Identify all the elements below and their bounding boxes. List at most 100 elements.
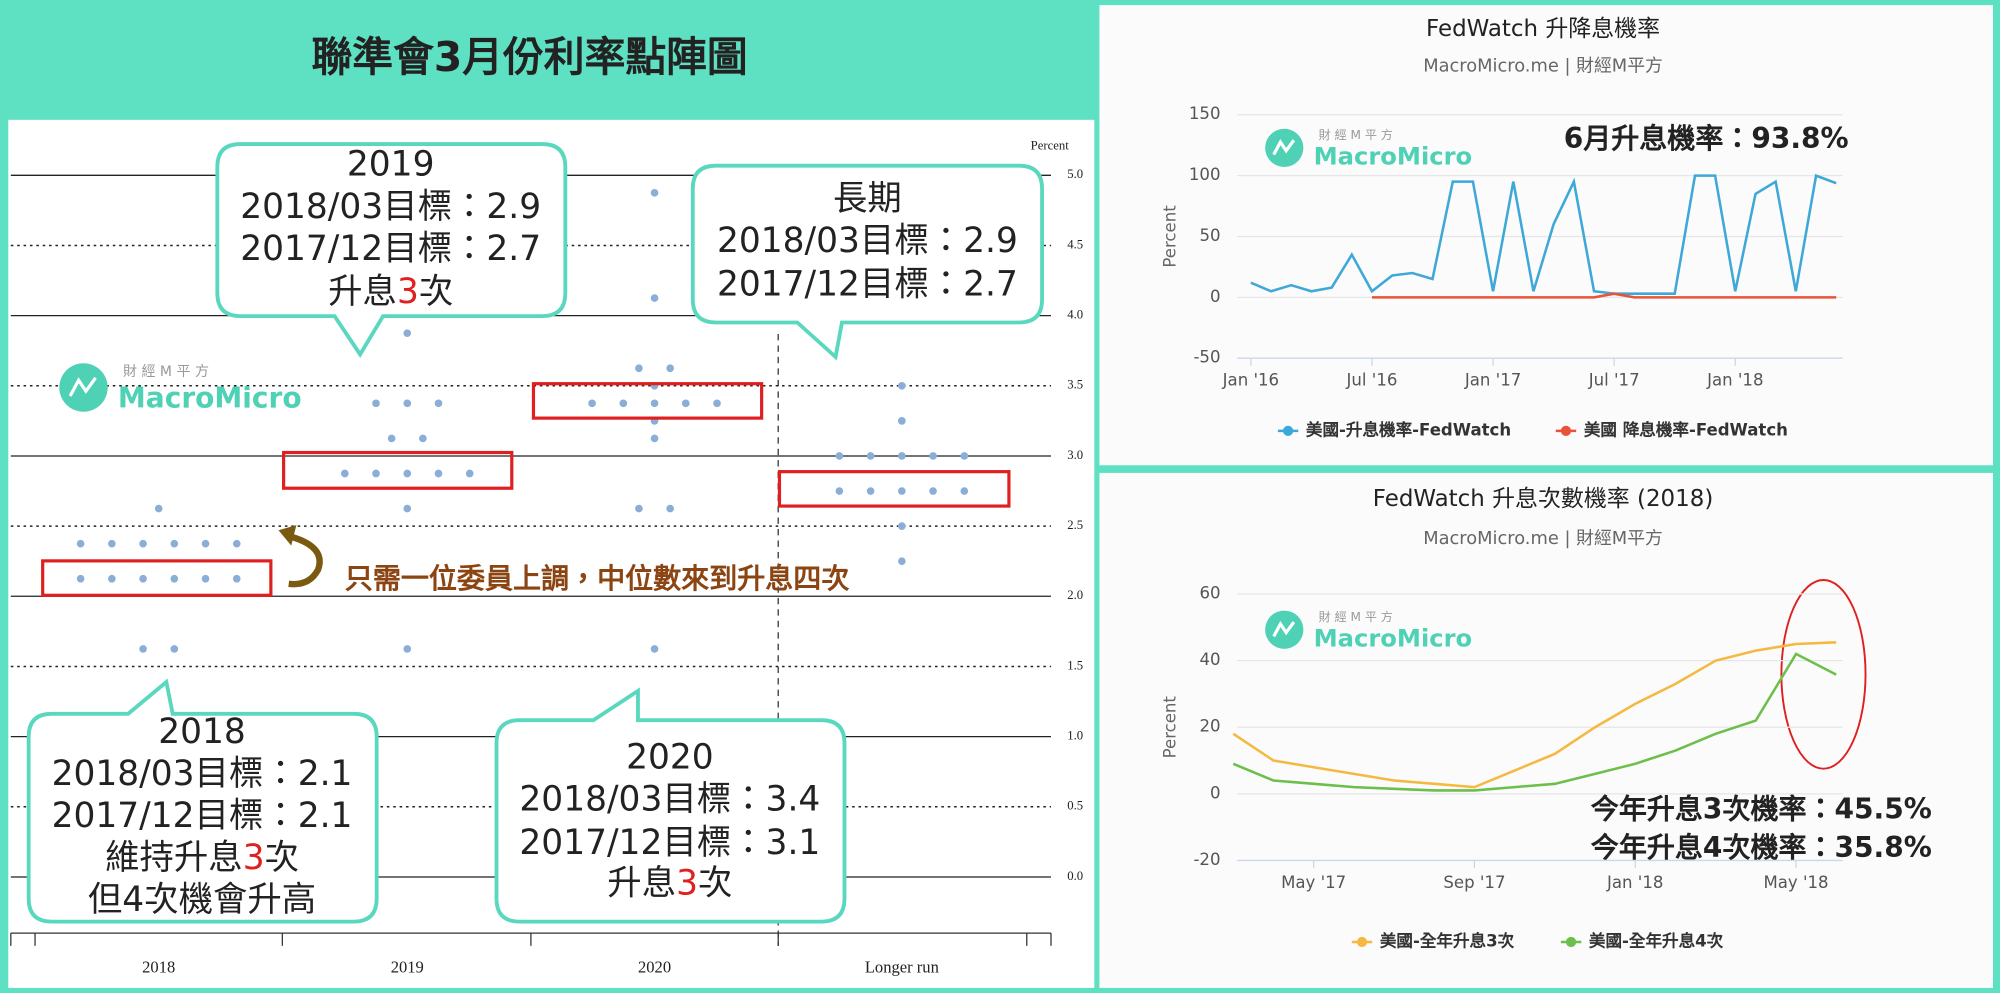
highlight-ellipse (1780, 579, 1867, 770)
dot (898, 417, 906, 425)
y-tick-label: 150 (1189, 104, 1221, 123)
callout-text: 2018/03目標：2.1 (52, 754, 353, 794)
dot (76, 539, 85, 548)
series-line (1250, 173, 1837, 295)
dot (635, 364, 643, 373)
chart-panel (1099, 472, 1993, 988)
y-tick-label: 0.5 (1067, 799, 1083, 813)
chart-subtitle: MacroMicro.me | 財經M平方 (1423, 528, 1663, 549)
legend-marker (1565, 936, 1577, 948)
dot (465, 469, 474, 478)
y-tick-label: 0 (1210, 783, 1221, 802)
x-tick-label: 2018 (142, 958, 175, 977)
dot (76, 574, 85, 583)
callout-segment: 3 (397, 272, 419, 312)
logo-cn: 財 經 M 平 方 (1319, 609, 1393, 624)
dot (139, 574, 147, 583)
callout-segment: 2018/03目標：2.9 (717, 221, 1018, 261)
callout-bubble (690, 163, 1044, 361)
dot (713, 399, 721, 408)
dot (898, 522, 906, 530)
x-tick-label: Jul '17 (1588, 371, 1640, 390)
y-tick-label: 0 (1210, 287, 1221, 306)
y-tick-label: 40 (1199, 650, 1220, 669)
callout-text: 2017/12目標：3.1 (519, 822, 820, 862)
dot (154, 504, 163, 513)
chart-subtitle: MacroMicro.me | 財經M平方 (1423, 55, 1663, 76)
dot (681, 399, 690, 408)
legend-marker (1282, 425, 1294, 436)
dot (419, 434, 427, 443)
callout-text: 2018/03目標：2.9 (240, 186, 541, 226)
series-line (1371, 292, 1837, 299)
dot (866, 487, 875, 495)
y-tick-label: 2.0 (1067, 588, 1083, 602)
dot (835, 487, 844, 495)
y-tick-label: 100 (1189, 165, 1221, 184)
callout-text: 2019 (347, 144, 435, 184)
dot (170, 539, 179, 548)
legend-label: 美國-升息機率-FedWatch (1306, 419, 1511, 439)
logo-cn: 財 經 M 平 方 (123, 364, 209, 380)
logo-en: MacroMicro (1314, 142, 1473, 170)
y-tick-label: 60 (1199, 584, 1220, 603)
dot (960, 452, 969, 460)
dot (170, 645, 179, 653)
callout-text: 2018/03目標：2.9 (717, 221, 1018, 261)
dot (666, 504, 674, 513)
dot (650, 189, 659, 197)
callout-segment: 長期 (833, 179, 902, 219)
x-tick-label: Jan '18 (1606, 873, 1663, 892)
dot (403, 645, 412, 653)
callout-bubble (494, 687, 847, 924)
logo-en: MacroMicro (1314, 624, 1473, 652)
y-tick-label: -20 (1193, 850, 1220, 869)
callout-segment: 2018/03目標：2.9 (240, 186, 541, 226)
dot (232, 539, 241, 548)
callout-segment: 次 (698, 863, 732, 903)
callout-segment: 次 (419, 272, 453, 312)
x-tick-label: May '17 (1281, 873, 1346, 892)
x-tick-label: Longer run (865, 958, 940, 977)
chart-panel (1099, 5, 1993, 466)
highlight-box (531, 382, 764, 420)
callout-segment: 2017/12目標：3.1 (519, 822, 820, 862)
logo-glyph (68, 376, 97, 397)
dot (201, 574, 210, 583)
callout-text: 2017/12目標：2.7 (717, 264, 1018, 304)
callout-segment: 2017/12目標：2.7 (717, 264, 1018, 304)
callout-segment: 維持升息 (105, 838, 243, 878)
callout-text: 2017/12目標：2.7 (240, 228, 541, 268)
highlight-box (282, 450, 514, 490)
arrow-head (278, 525, 297, 546)
y-tick-label: 5.0 (1067, 167, 1083, 181)
y-tick-label: 4.0 (1067, 308, 1083, 322)
dot (372, 399, 380, 408)
callout-segment: 2018/03目標：3.4 (519, 779, 820, 819)
series-line (1232, 652, 1837, 792)
logo-cn: 財 經 M 平 方 (1319, 127, 1393, 142)
x-tick-label: 2020 (638, 958, 671, 977)
callout-segment: 2020 (626, 737, 714, 777)
dot (929, 487, 937, 495)
x-tick-label: Sep '17 (1443, 873, 1505, 892)
legend-label: 美國-全年升息4次 (1589, 931, 1724, 951)
y-tick-label: 20 (1199, 717, 1220, 736)
logo-en: MacroMicro (118, 382, 302, 415)
legend-marker (1560, 425, 1572, 436)
dot (403, 399, 412, 408)
x-tick-label: 2019 (391, 958, 424, 977)
x-tick-label: Jan '17 (1464, 371, 1521, 390)
callout-segment: 升息 (328, 272, 397, 312)
arrow (285, 532, 323, 588)
dot (835, 452, 844, 460)
dot (403, 469, 412, 478)
x-tick-label: Jan '16 (1222, 371, 1279, 390)
annotation: 6月升息機率：93.8% (1564, 122, 1849, 155)
callout-text: 2020 (626, 737, 714, 777)
callout-segment: 2017/12目標：2.7 (240, 228, 541, 268)
dot (898, 381, 906, 390)
dot (201, 539, 210, 548)
dot (139, 539, 147, 548)
